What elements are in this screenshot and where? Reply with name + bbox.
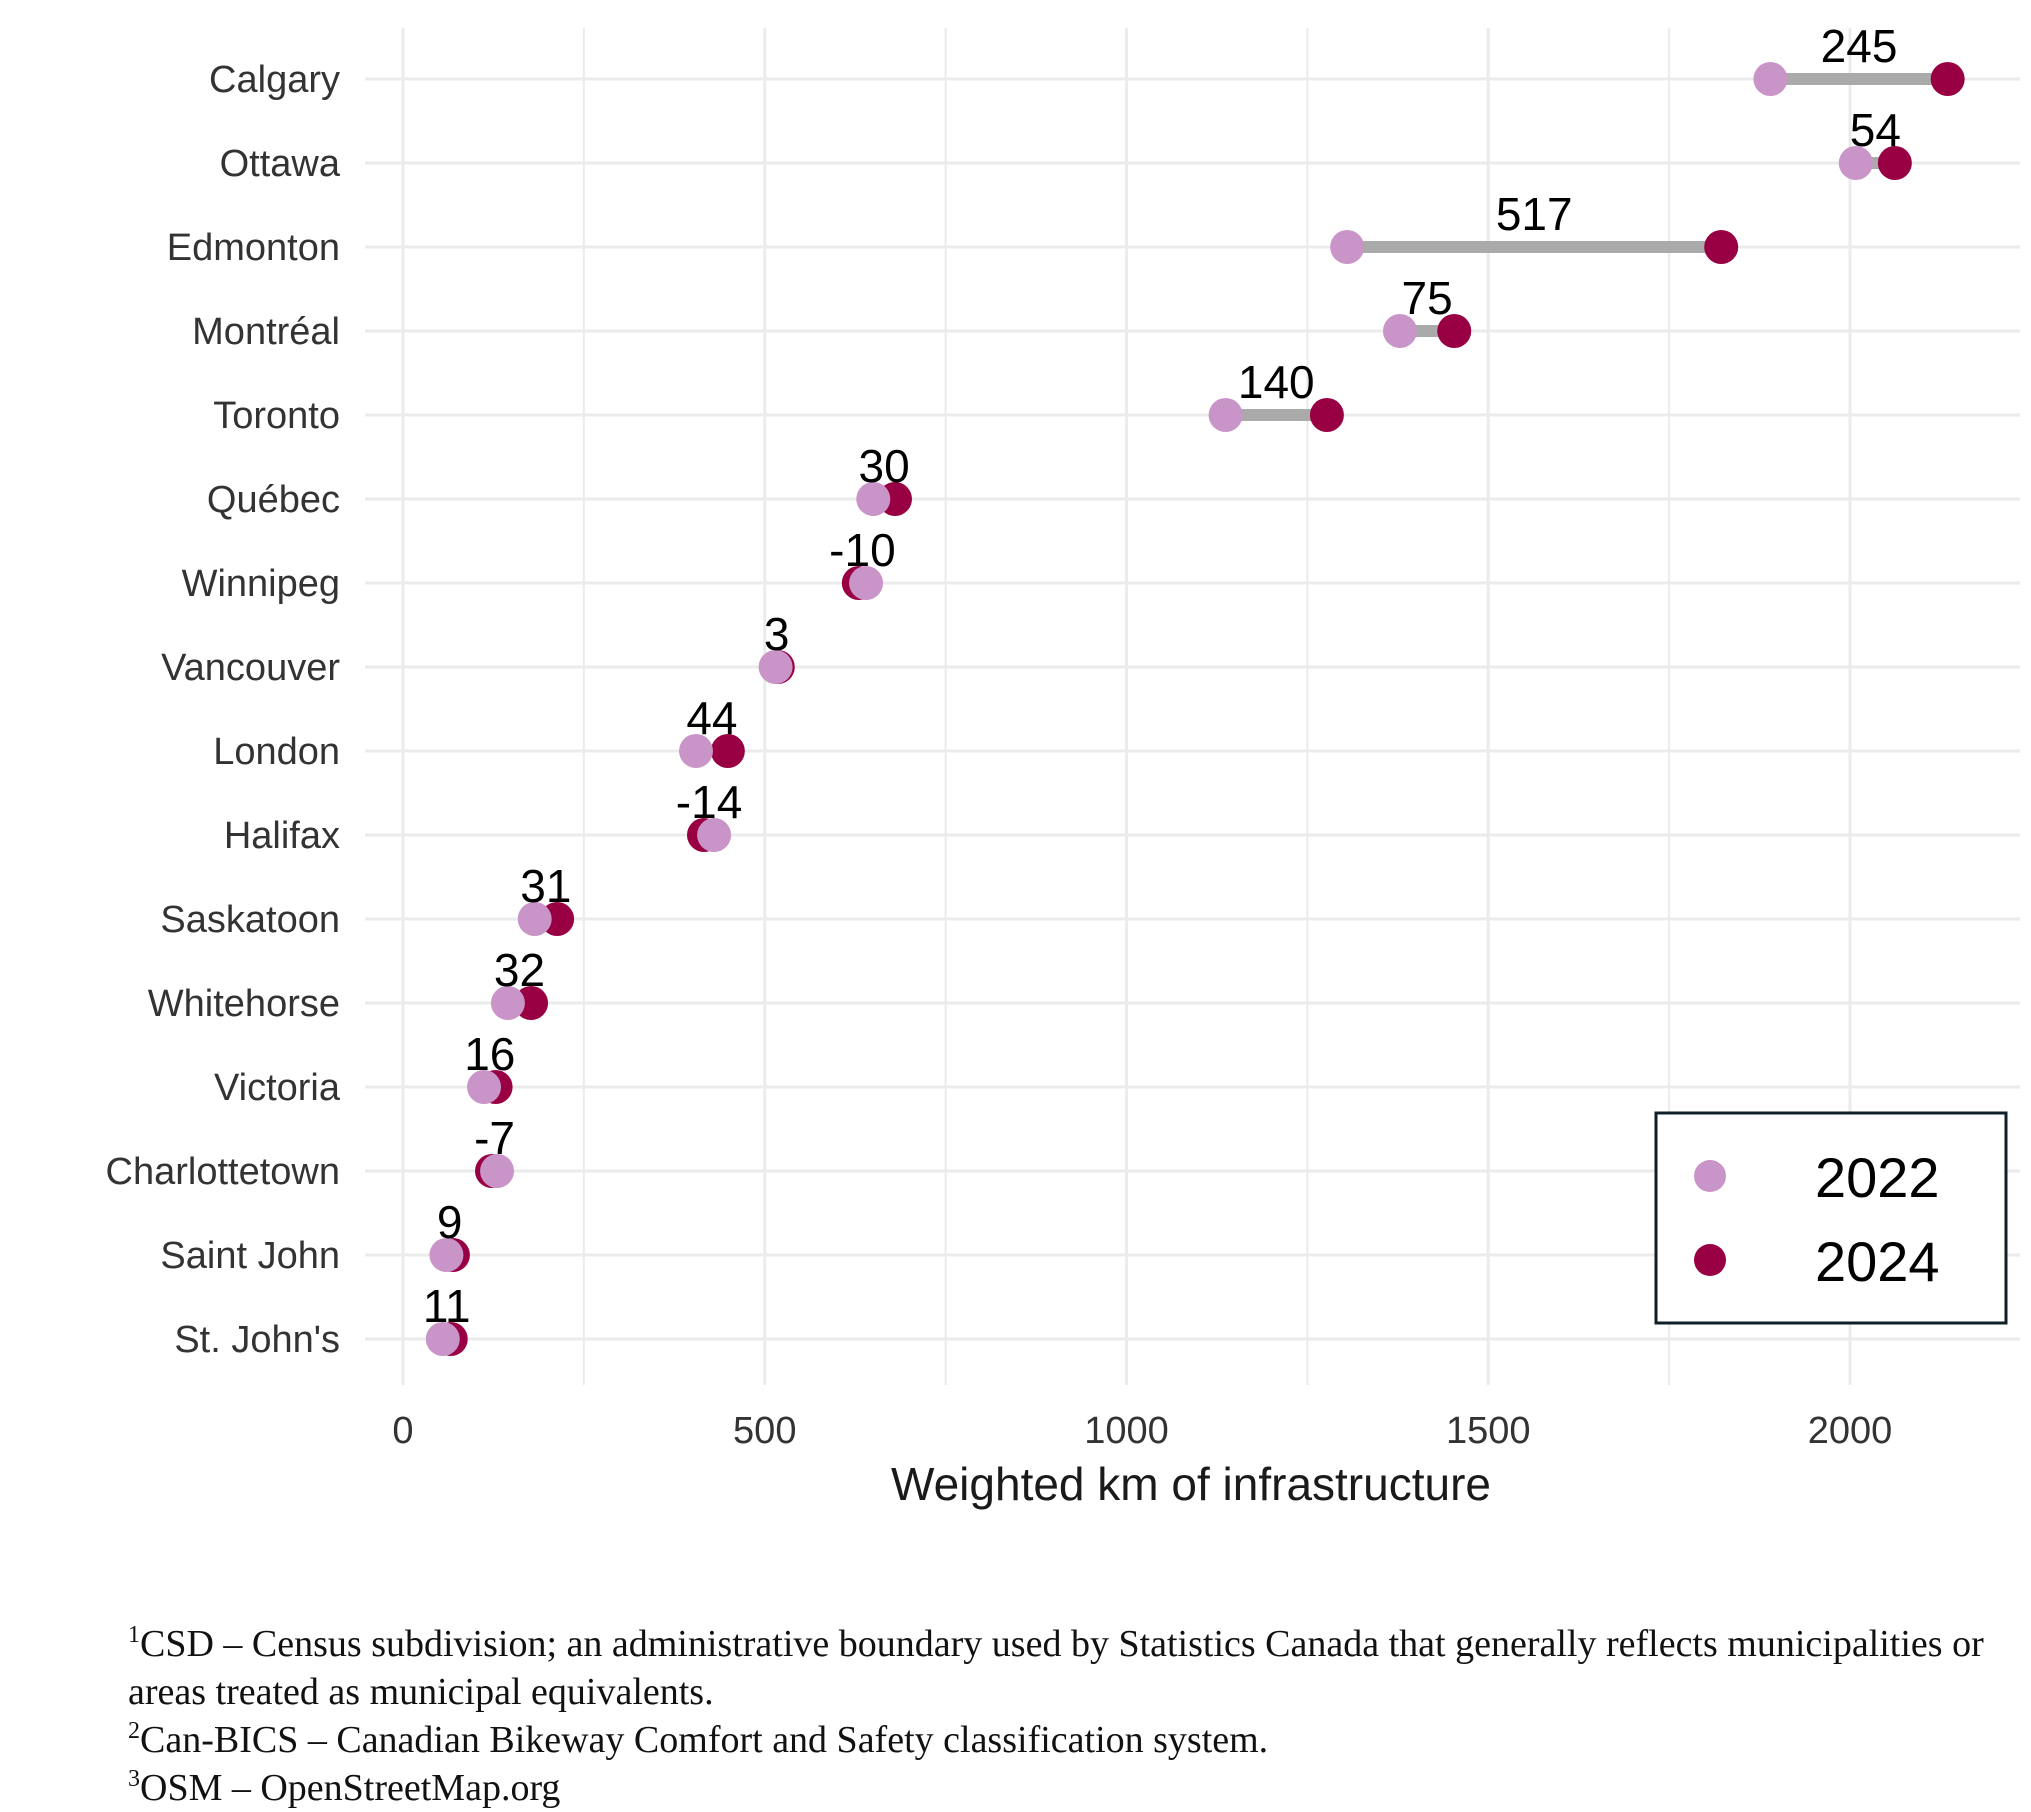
point-2024 xyxy=(710,734,745,768)
y-category-label: Vancouver xyxy=(161,647,340,689)
y-category-label: Toronto xyxy=(213,395,340,437)
y-category-label: Victoria xyxy=(214,1067,341,1109)
point-2022 xyxy=(679,734,714,768)
point-2022 xyxy=(1753,62,1788,96)
footnote-text: Can-BICS – Canadian Bikeway Comfort and … xyxy=(140,1719,1269,1761)
y-category-label: Edmonton xyxy=(167,227,340,269)
difference-label: 75 xyxy=(1402,272,1453,324)
difference-label: 54 xyxy=(1850,104,1901,156)
legend-box xyxy=(1654,1111,2008,1325)
y-category-label: Québec xyxy=(207,479,340,521)
footnote-marker: 3 xyxy=(128,1766,140,1792)
difference-label: 30 xyxy=(859,440,910,492)
point-2022 xyxy=(1330,230,1365,264)
footnote-3: 3OSM – OpenStreetMap.org xyxy=(128,1764,1988,1812)
difference-label: 140 xyxy=(1238,356,1315,408)
difference-label: 32 xyxy=(494,944,545,996)
point-2024 xyxy=(1704,230,1739,264)
point-2022 xyxy=(856,482,891,516)
difference-label: -14 xyxy=(676,776,742,828)
point-2022 xyxy=(467,1070,502,1104)
y-category-label: St. John's xyxy=(174,1319,340,1361)
x-axis-title: Weighted km of infrastructure xyxy=(891,1458,1491,1510)
footnote-text: OSM – OpenStreetMap.org xyxy=(140,1767,561,1809)
difference-labels: 245 54 517 75 140 30 -10 3 44 -14 31 32 16 -79 11 xyxy=(423,20,1901,1332)
y-category-label: London xyxy=(213,731,340,773)
difference-label: 11 xyxy=(423,1280,471,1332)
footnote-marker: 1 xyxy=(128,1622,140,1648)
difference-label: 44 xyxy=(686,692,737,744)
footnotes: 1CSD – Census subdivision; an administra… xyxy=(128,1620,1988,1812)
point-2022 xyxy=(480,1154,515,1188)
y-category-label: Saskatoon xyxy=(160,899,340,941)
point-2022 xyxy=(1208,398,1243,432)
axis-tick-labels: 0 500 1000 1500 2000 Calgary Ottawa Edmonton Mon… xyxy=(106,59,1893,1452)
difference-label: 517 xyxy=(1496,188,1573,240)
point-2022 xyxy=(1382,314,1417,348)
difference-label: 16 xyxy=(464,1028,515,1080)
difference-label: -10 xyxy=(829,524,895,576)
point-2022 xyxy=(517,902,552,936)
y-category-label: Saint John xyxy=(160,1235,340,1277)
legend-2024-label: 2024 xyxy=(1815,1230,1940,1293)
footnote-1: 1CSD – Census subdivision; an administra… xyxy=(128,1620,1988,1716)
point-2024 xyxy=(1877,146,1912,180)
point-2024 xyxy=(1309,398,1344,432)
y-category-label: Calgary xyxy=(209,59,340,101)
point-2022 xyxy=(1838,146,1873,180)
footnote-text: CSD – Census subdivision; an administrat… xyxy=(128,1623,1994,1713)
x-tick-label: 0 xyxy=(392,1410,413,1452)
x-tick-label: 1500 xyxy=(1446,1410,1531,1452)
point-2022 xyxy=(758,650,793,684)
difference-label: -7 xyxy=(474,1112,515,1164)
y-category-label: Halifax xyxy=(224,815,340,857)
y-category-label: Montréal xyxy=(192,311,340,353)
y-category-label: Whitehorse xyxy=(148,983,340,1025)
y-category-label: Ottawa xyxy=(220,143,341,185)
difference-label: 3 xyxy=(764,608,790,660)
dumbbell-chart: 0 500 1000 1500 2000 Calgary Ottawa Edmonton Mon… xyxy=(106,20,2020,1510)
legend: 2022 2024 xyxy=(1654,1111,2008,1325)
y-category-label: Charlottetown xyxy=(106,1151,340,1193)
legend-2022-label: 2022 xyxy=(1815,1146,1940,1209)
point-2024 xyxy=(1930,62,1965,96)
x-tick-label: 500 xyxy=(733,1410,796,1452)
difference-label: 31 xyxy=(520,860,571,912)
point-2022 xyxy=(429,1238,464,1272)
difference-label: 9 xyxy=(437,1196,463,1248)
point-2022 xyxy=(697,818,732,852)
difference-label: 245 xyxy=(1821,20,1898,72)
footnote-2: 2Can-BICS – Canadian Bikeway Comfort and… xyxy=(128,1716,1988,1764)
x-tick-label: 2000 xyxy=(1808,1410,1893,1452)
x-tick-label: 1000 xyxy=(1084,1410,1169,1452)
data-points xyxy=(425,62,1965,1356)
point-2022 xyxy=(425,1322,460,1356)
point-2022 xyxy=(490,986,525,1020)
legend-2024-marker xyxy=(1694,1244,1726,1276)
point-2024 xyxy=(1437,314,1472,348)
y-category-label: Winnipeg xyxy=(182,563,340,605)
footnote-marker: 2 xyxy=(128,1718,140,1744)
point-2022 xyxy=(849,566,884,600)
legend-2022-marker xyxy=(1694,1160,1726,1192)
